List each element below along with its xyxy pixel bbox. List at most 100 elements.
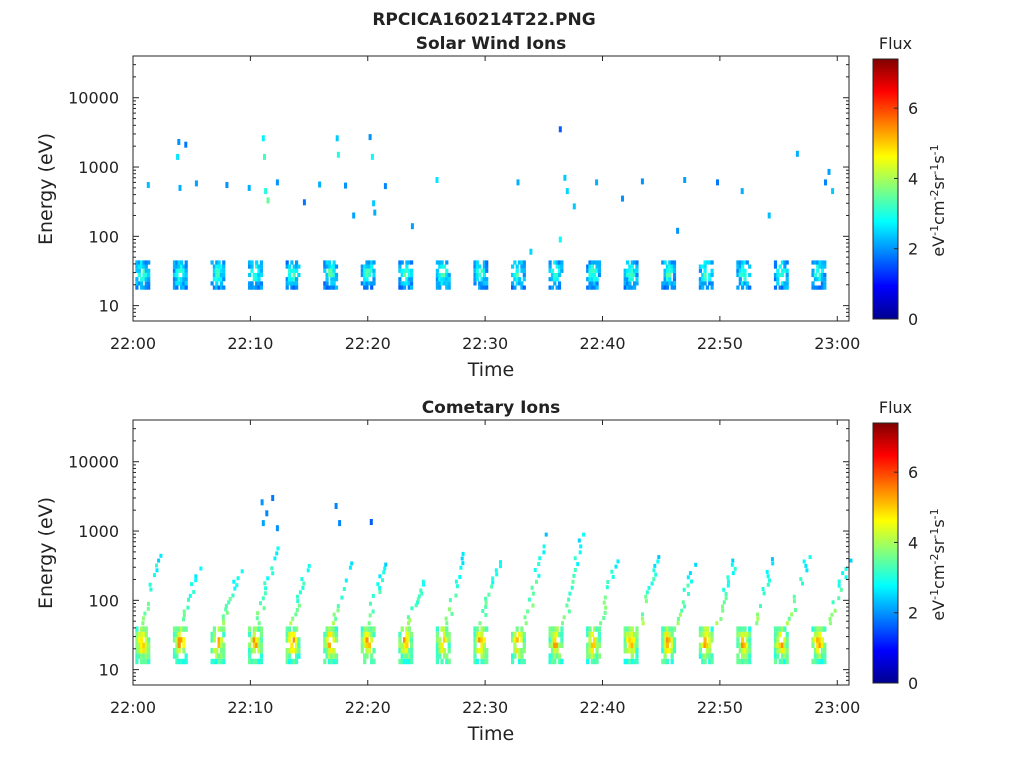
spectrogram-cell [736,264,740,269]
spectrogram-cell [445,631,449,638]
spectrogram-cell [438,637,442,643]
spectrogram-cell [531,603,535,608]
spectrogram-cell [250,637,254,643]
spectrogram-cell [398,277,402,282]
spectrogram-cell [586,648,590,654]
spectrogram-cell [708,272,712,278]
spectrogram-cell [560,658,564,665]
spectrogram-cell [485,285,489,290]
spectrogram-cell [297,272,301,278]
spectrogram-cell [400,285,404,290]
spectrogram-cell [548,264,552,269]
spectrogram-cell [175,642,179,648]
spectrogram-cell [783,626,787,632]
spectrogram-cell [371,593,375,598]
spectrogram-cell [140,626,144,632]
spectrogram-cell [736,653,740,659]
spectrogram-cell [142,264,146,269]
spectrogram-cell [561,621,564,626]
spectrogram-cell [219,281,224,286]
colorbar-tick-label: 0 [908,674,918,693]
spectrogram-cell [628,648,632,654]
spectrogram-cell [287,648,292,654]
spectrogram-cell [398,631,402,638]
spectrogram-cell [400,272,404,278]
spectrogram-cell [813,658,817,665]
spectrogram-cell [172,626,177,632]
spectrogram-cell [365,653,369,659]
spectrogram-cell [518,648,522,654]
spectrogram-cell [485,277,489,282]
spectrogram-cell [285,277,289,282]
spectrogram-cell [484,600,488,605]
spectrogram-cell [557,281,562,286]
spectrogram-cell [332,260,336,265]
spectrogram-cell [215,653,219,659]
spectrogram-cell [297,264,301,269]
spectrogram-cell [325,642,329,648]
spectrogram-cell [661,281,665,286]
spectrogram-cell [210,648,214,654]
spectrogram-cell [407,658,411,665]
spectrogram-cell [144,264,148,269]
spectrogram-cell [403,272,407,278]
spectrogram-cell [703,281,707,286]
spectrogram-cell [232,579,236,584]
colorbar-tick-label: 4 [908,533,918,552]
spectrogram-cell [140,285,144,290]
spectrogram-cell [442,272,447,278]
spectrogram-cell [408,618,412,623]
spectrogram-cell [435,285,439,290]
spectrogram-cell [295,637,299,643]
spectrogram-cell [177,631,181,638]
spectrogram-cell [407,281,411,286]
spectrogram-cell [778,648,782,654]
spectrogram-cell [332,281,336,286]
spectrogram-cell [263,153,266,160]
spectrogram-cell [661,642,665,648]
spectrogram-cell [663,285,667,290]
spectrogram-cell [332,626,336,632]
spectrogram-cell [327,653,331,659]
spectrogram-cell [485,653,489,659]
spectrogram-cell [252,285,256,290]
spectrogram-cell [417,594,421,599]
spectrogram-cell [573,556,577,561]
spectrogram-cell [628,637,632,643]
spectrogram-cell [416,600,419,605]
spectrogram-cell [285,285,289,290]
spectrogram-cell [511,264,515,269]
spectrogram-cell [363,637,367,643]
spectrogram-cell [708,653,712,659]
spectrogram-cell [142,631,146,638]
spectrogram-cell [259,631,263,638]
spectrogram-cell [687,592,690,596]
spectrogram-cell [438,648,442,654]
spectrogram-cell [410,631,414,638]
spectrogram-cell [255,264,259,269]
spectrogram-cell [513,277,517,282]
x-tick-label: 22:40 [579,334,625,353]
spectrogram-cell [403,648,407,654]
spectrogram-cell [455,584,459,589]
spectrogram-cell [776,637,780,643]
spectrogram-cell [644,599,648,604]
spectrogram-cell [603,610,607,615]
spectrogram-cell [435,260,439,265]
spectrogram-cell [623,648,627,654]
spectrogram-cell [144,637,148,643]
spectrogram-cell [257,264,261,269]
spectrogram-cell [623,285,627,290]
spectrogram-cell [264,586,268,591]
spectrogram-cell [736,285,740,290]
spectrogram-cell [475,637,479,643]
spectrogram-cell [461,561,465,566]
spectrogram-cell [250,264,254,269]
spectrogram-cell [511,637,515,643]
spectrogram-cell [560,268,564,273]
spectrogram-cell [370,658,374,665]
spectrogram-cell [522,658,526,665]
spectrogram-cell [147,601,150,606]
spectrogram-cell [518,653,522,659]
spectrogram-cell [738,658,742,665]
